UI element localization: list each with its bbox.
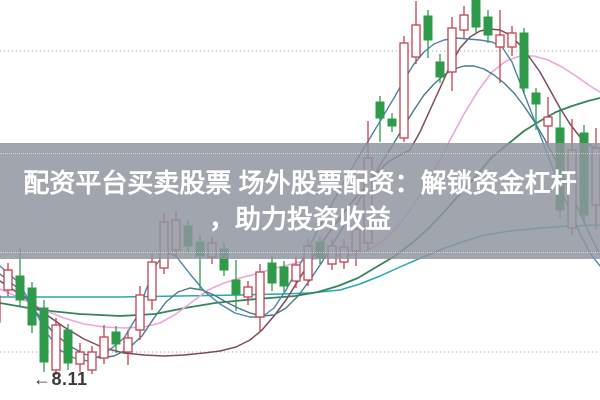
price-low-label: ←8.11	[33, 369, 88, 389]
candle-body-down	[387, 118, 397, 127]
candle-body-up	[87, 351, 97, 371]
candle-body-up	[459, 14, 469, 31]
candle-body-down	[483, 16, 493, 36]
headline-line-2: ，助力投资收益	[208, 204, 391, 234]
candle-body-up	[147, 261, 157, 301]
candle-body-up	[255, 271, 265, 318]
gridline-echo-bottom	[0, 252, 600, 253]
candle-body-up	[3, 269, 13, 291]
price-low-value: 8.11	[51, 369, 88, 389]
candle-body-up	[507, 32, 517, 48]
candle-body-up	[243, 286, 253, 298]
candle-body-up	[75, 351, 85, 365]
candle-body-up	[495, 34, 505, 48]
candle-body-up	[543, 116, 553, 127]
headline-banner: 配资平台买卖股票 场外股票配资：解锁资金杠杆 ，助力投资收益	[0, 143, 600, 259]
candle-body-up	[447, 27, 457, 73]
candle-body-down	[423, 15, 433, 41]
candle-body-up	[123, 337, 133, 353]
candle-body-down	[471, 0, 481, 28]
candle-body-down	[519, 32, 529, 89]
gridline-echo-top	[0, 153, 600, 154]
candle-body-down	[111, 331, 121, 345]
candle-body-down	[39, 307, 49, 363]
candle-body-down	[279, 266, 289, 287]
left-arrow-icon: ←	[33, 369, 52, 389]
candle-body-down	[27, 287, 37, 326]
candle-body-up	[135, 294, 145, 331]
candle-body-up	[291, 264, 301, 282]
candle-body-up	[99, 336, 109, 359]
candle-body-down	[375, 101, 385, 119]
candle-body-down	[63, 329, 73, 364]
candle-body-down	[267, 262, 277, 284]
candle-body-up	[399, 42, 409, 139]
candle-body-up	[51, 324, 61, 371]
candle-body-down	[231, 279, 241, 295]
candle-body-down	[435, 61, 445, 78]
candle-body-up	[411, 24, 421, 58]
headline-line-1: 配资平台买卖股票 场外股票配资：解锁资金杠杆	[23, 168, 577, 198]
candle-body-down	[15, 275, 25, 301]
ma-green-line	[0, 97, 600, 317]
candle-body-down	[531, 92, 541, 105]
